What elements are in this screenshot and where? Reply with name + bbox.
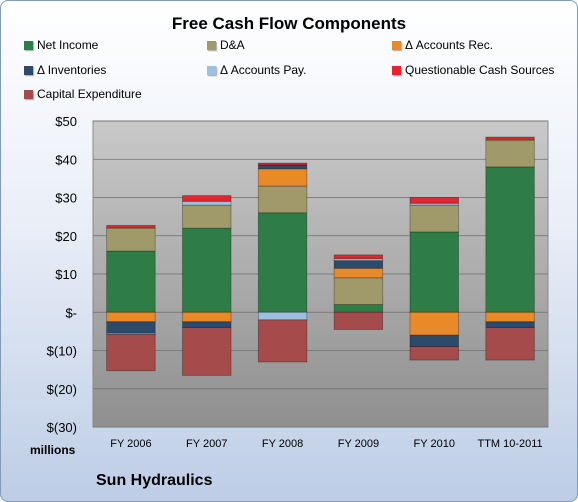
- legend-item-inventories: Δ Inventories: [24, 63, 106, 77]
- bar-segment: [182, 327, 232, 376]
- legend-label: Capital Expenditure: [37, 87, 142, 101]
- y-tick-label: $40: [55, 152, 77, 167]
- bar-segment: [409, 311, 459, 336]
- legend-item-da: D&A: [207, 38, 245, 52]
- legend-label: Δ Inventories: [37, 63, 107, 77]
- y-tick-label: $50: [55, 114, 77, 129]
- x-tick-label: FY 2006: [110, 438, 151, 450]
- legend-label: Δ Accounts Rec.: [405, 38, 494, 52]
- legend-item-capex: Capital Expenditure: [24, 87, 142, 101]
- bar-segment: [257, 185, 308, 214]
- legend-item-accounts-rec: Δ Accounts Rec.: [392, 38, 493, 52]
- bar-segment: [333, 304, 384, 313]
- bar-segment: [333, 260, 384, 269]
- legend-label: Questionable Cash Sources: [405, 63, 555, 77]
- bar-segment: [257, 319, 308, 363]
- legend-swatch: [392, 66, 401, 75]
- y-tick-label: $(10): [47, 344, 77, 359]
- bar-segment: [106, 225, 156, 229]
- bar-segment: [257, 162, 308, 166]
- y-tick-label: $-: [65, 305, 77, 320]
- units-label: millions: [30, 443, 76, 457]
- legend-item-questionable-cash: Questionable Cash Sources: [392, 63, 554, 77]
- bar-segment: [485, 136, 535, 141]
- bar-segment: [106, 250, 156, 313]
- x-tick-label: FY 2009: [338, 438, 379, 450]
- legend-item-accounts-pay: Δ Accounts Pay.: [207, 63, 307, 77]
- legend-item-net-income: Net Income: [24, 38, 98, 52]
- y-tick-label: $30: [55, 191, 77, 206]
- bar-segment: [182, 195, 232, 202]
- bar-segment: [485, 321, 535, 328]
- legend-swatch: [207, 66, 216, 75]
- bar-segment: [257, 311, 308, 321]
- legend-swatch: [207, 41, 216, 50]
- bar-segment: [257, 212, 308, 313]
- bar-segment: [409, 204, 459, 233]
- legend-swatch: [392, 41, 401, 50]
- y-tick-label: $10: [55, 267, 77, 282]
- bar-segment: [333, 311, 384, 330]
- bar-segment: [409, 334, 459, 348]
- bar-segment: [333, 277, 384, 306]
- bar-segment: [106, 311, 156, 323]
- bar-segment: [182, 204, 232, 229]
- x-tick-label: FY 2010: [414, 438, 455, 450]
- bar-segment: [257, 168, 308, 187]
- chart-title: Free Cash Flow Components: [171, 14, 407, 33]
- y-tick-label: $20: [55, 229, 77, 244]
- y-tick-label: $(20): [47, 382, 77, 397]
- bar-segment: [106, 334, 156, 372]
- bar-segment: [333, 254, 384, 260]
- legend-swatch: [24, 66, 33, 75]
- bar-segment: [106, 321, 156, 334]
- legend-label: Net Income: [37, 38, 99, 52]
- bar-segment: [182, 200, 232, 206]
- legend-swatch: [24, 41, 33, 50]
- bar-segment: [182, 227, 232, 313]
- x-tick-label: TTM 10-2011: [477, 438, 542, 450]
- bar-segment: [485, 139, 535, 168]
- bar-segment: [409, 346, 459, 361]
- legend-swatch: [24, 90, 33, 99]
- legend-label: D&A: [220, 38, 245, 52]
- legend-label: Δ Accounts Pay.: [220, 63, 307, 77]
- x-tick-label: FY 2007: [186, 438, 227, 450]
- bar-segment: [106, 227, 156, 252]
- x-tick-label: FY 2008: [262, 438, 303, 450]
- bar-segment: [485, 327, 535, 361]
- y-tick-label: $(30): [47, 420, 77, 435]
- bar-segment: [485, 311, 535, 323]
- bar-segment: [485, 166, 535, 313]
- bar-segment: [182, 321, 232, 328]
- bar-segment: [333, 267, 384, 279]
- bar-segment: [409, 197, 459, 204]
- company-name: Sun Hydraulics: [96, 472, 213, 489]
- bar-segment: [409, 231, 459, 313]
- bar-segment: [182, 311, 232, 323]
- bar-segment: [257, 164, 308, 170]
